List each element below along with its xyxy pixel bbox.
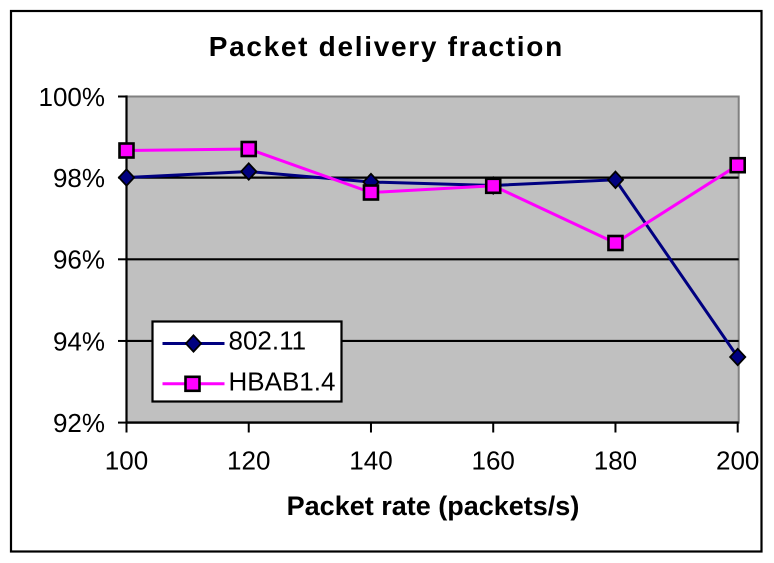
svg-text:200: 200 — [716, 446, 759, 476]
svg-text:Packet delivery fraction: Packet delivery fraction — [209, 31, 564, 62]
svg-text:100%: 100% — [39, 82, 106, 112]
svg-text:140: 140 — [349, 446, 392, 476]
svg-text:100: 100 — [105, 446, 148, 476]
svg-text:802.11: 802.11 — [229, 326, 307, 356]
svg-text:96%: 96% — [53, 245, 105, 275]
svg-text:94%: 94% — [53, 326, 105, 356]
svg-text:Packet rate (packets/s): Packet rate (packets/s) — [287, 491, 580, 521]
svg-text:160: 160 — [472, 446, 515, 476]
svg-text:120: 120 — [227, 446, 270, 476]
svg-text:98%: 98% — [53, 163, 105, 193]
svg-text:HBAB1.4: HBAB1.4 — [229, 366, 336, 396]
svg-text:92%: 92% — [53, 408, 105, 438]
svg-text:180: 180 — [594, 446, 637, 476]
